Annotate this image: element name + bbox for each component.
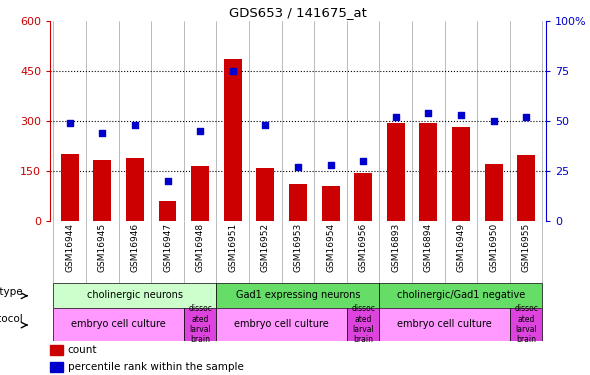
Text: cholinergic neurons: cholinergic neurons <box>87 290 183 300</box>
Bar <box>354 173 372 221</box>
Text: embryo cell culture: embryo cell culture <box>71 320 166 329</box>
Bar <box>50 345 63 355</box>
Point <box>130 122 140 128</box>
Bar <box>452 127 470 221</box>
Title: GDS653 / 141675_at: GDS653 / 141675_at <box>229 6 367 20</box>
Point <box>391 114 401 120</box>
Bar <box>54 283 217 308</box>
Bar <box>159 201 176 221</box>
Text: percentile rank within the sample: percentile rank within the sample <box>68 362 244 372</box>
Text: GSM16955: GSM16955 <box>522 223 530 272</box>
Text: dissoc
ated
larval
brain: dissoc ated larval brain <box>514 304 538 345</box>
Bar <box>191 166 209 221</box>
Text: GSM16947: GSM16947 <box>163 223 172 272</box>
Text: GSM16951: GSM16951 <box>228 223 237 272</box>
Bar <box>322 186 339 221</box>
Text: protocol: protocol <box>0 314 22 324</box>
Bar <box>217 283 379 308</box>
Bar <box>510 308 542 341</box>
Bar <box>379 308 510 341</box>
Text: embryo cell culture: embryo cell culture <box>397 320 492 329</box>
Bar <box>217 308 347 341</box>
Text: GSM16894: GSM16894 <box>424 223 433 272</box>
Point <box>522 114 531 120</box>
Text: GSM16893: GSM16893 <box>391 223 400 272</box>
Point <box>65 120 74 126</box>
Point <box>163 178 172 184</box>
Point <box>97 130 107 136</box>
Text: GSM16945: GSM16945 <box>98 223 107 272</box>
Bar <box>289 184 307 221</box>
Bar <box>347 308 379 341</box>
Text: dissoc
ated
larval
brain: dissoc ated larval brain <box>351 304 375 345</box>
Text: Gad1 expressing neurons: Gad1 expressing neurons <box>235 290 360 300</box>
Bar <box>387 123 405 221</box>
Point <box>489 118 499 124</box>
Text: GSM16954: GSM16954 <box>326 223 335 272</box>
Bar <box>379 283 542 308</box>
Point <box>228 68 237 74</box>
Point <box>456 112 466 118</box>
Bar <box>50 362 63 372</box>
Text: cholinergic/Gad1 negative: cholinergic/Gad1 negative <box>397 290 525 300</box>
Bar <box>184 308 217 341</box>
Text: GSM16950: GSM16950 <box>489 223 498 272</box>
Point <box>195 128 205 134</box>
Text: dissoc
ated
larval
brain: dissoc ated larval brain <box>188 304 212 345</box>
Point <box>293 164 303 170</box>
Bar <box>224 59 242 221</box>
Text: GSM16944: GSM16944 <box>65 223 74 272</box>
Point <box>261 122 270 128</box>
Text: count: count <box>68 345 97 355</box>
Text: GSM16953: GSM16953 <box>293 223 303 272</box>
Text: cell type: cell type <box>0 286 22 297</box>
Text: GSM16946: GSM16946 <box>130 223 139 272</box>
Bar <box>126 158 144 221</box>
Bar <box>484 164 503 221</box>
Text: embryo cell culture: embryo cell culture <box>234 320 329 329</box>
Point <box>424 110 433 116</box>
Bar <box>419 123 437 221</box>
Text: GSM16948: GSM16948 <box>196 223 205 272</box>
Text: GSM16952: GSM16952 <box>261 223 270 272</box>
Text: GSM16956: GSM16956 <box>359 223 368 272</box>
Bar <box>61 154 78 221</box>
Bar <box>257 168 274 221</box>
Bar <box>517 155 535 221</box>
Bar <box>93 160 112 221</box>
Point <box>359 158 368 164</box>
Point <box>326 162 335 168</box>
Text: GSM16949: GSM16949 <box>457 223 466 272</box>
Bar <box>54 308 184 341</box>
